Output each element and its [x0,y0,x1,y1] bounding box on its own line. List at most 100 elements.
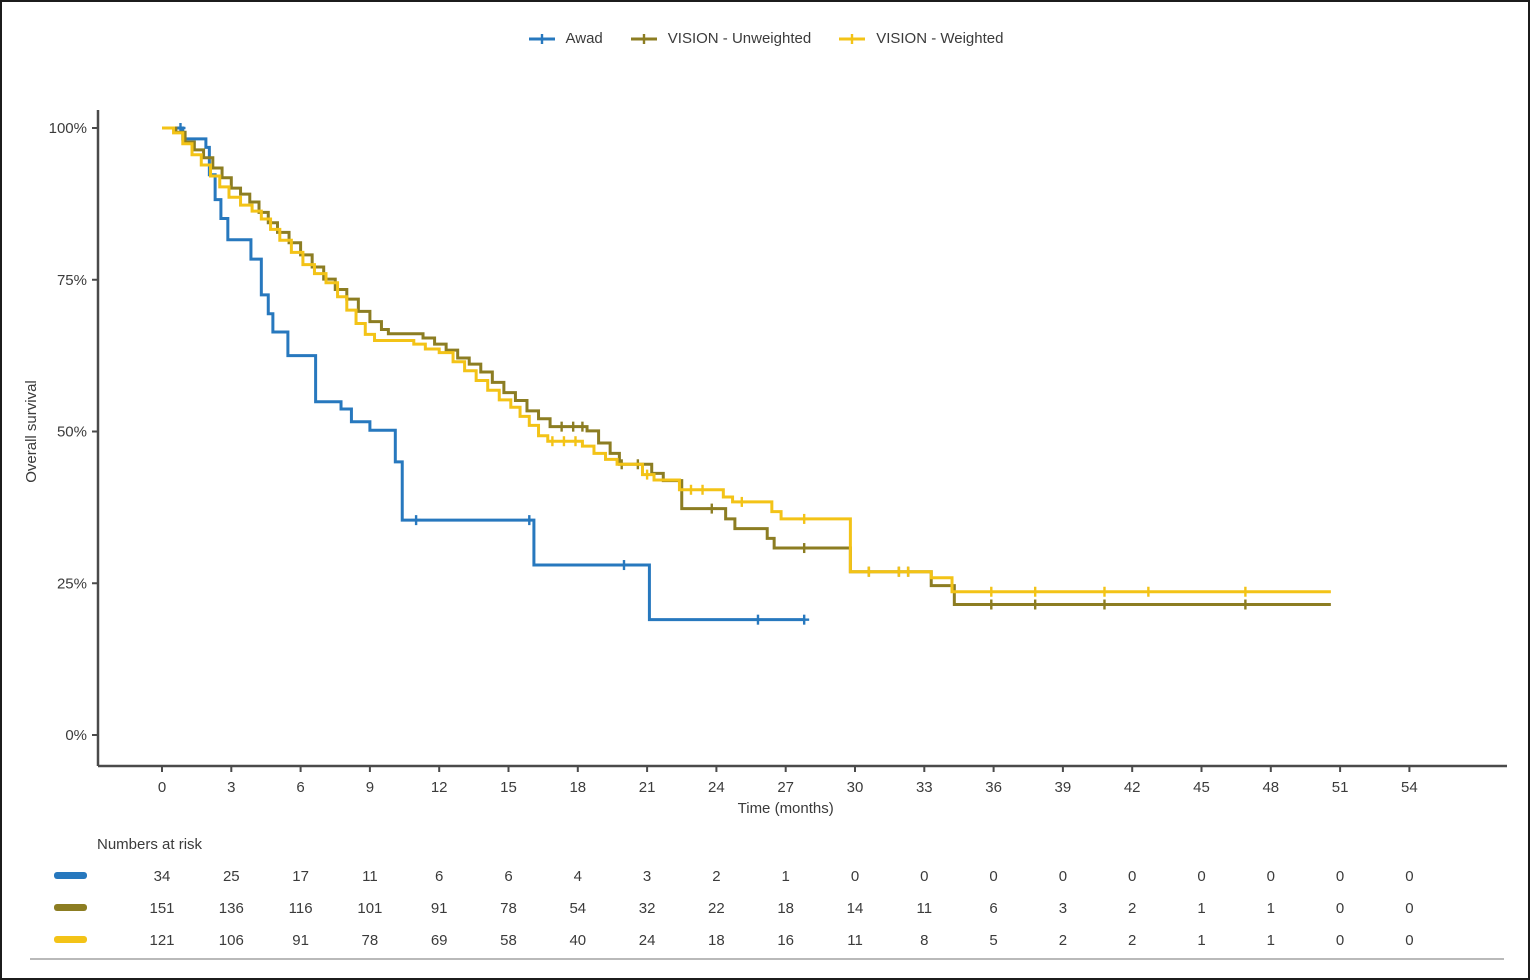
risk-count: 1 [1266,932,1275,949]
y-tick-label: 100% [49,120,87,137]
risk-count: 0 [1266,868,1275,885]
legend-key-icon [839,33,866,44]
legend-key-icon [630,33,657,44]
legend-item-vision-unweighted: VISION - Unweighted [629,30,811,47]
x-tick-label: 21 [639,779,656,796]
risk-count: 0 [989,868,998,885]
x-tick-label: 48 [1262,779,1279,796]
risk-count: 91 [292,932,309,949]
chart-legend: Awad VISION - Unweighted VISION - Weighted [2,30,1528,47]
x-tick-label: 36 [985,779,1002,796]
table-bottom-rule [30,958,1504,960]
x-tick-label: 12 [431,779,448,796]
x-axis-title: Time (months) [738,800,834,817]
risk-count: 18 [708,932,725,949]
risk-table-header: Numbers at risk [97,836,203,853]
risk-count: 11 [362,868,378,885]
risk-count: 0 [1335,932,1345,949]
x-tick-label: 27 [777,779,794,796]
risk-count: 1 [1197,900,1206,917]
risk-count: 0 [1058,868,1068,885]
risk-count: 6 [504,868,513,885]
risk-count: 78 [500,900,517,917]
risk-count: 5 [989,932,998,949]
risk-count: 4 [573,868,582,885]
risk-count: 78 [361,932,379,949]
risk-count: 17 [292,868,309,885]
y-axis-title: Overall survival [23,380,40,483]
risk-count: 0 [850,868,860,885]
risk-count: 6 [989,900,998,917]
legend-label: VISION - Weighted [876,30,1004,47]
risk-count: 0 [1335,900,1345,917]
risk-row-swatch-vision-unweighted [54,904,87,911]
x-tick-label: 42 [1124,779,1141,796]
risk-row-swatch-vision-weighted [54,936,87,943]
risk-count: 0 [1335,868,1345,885]
x-tick-label: 6 [296,779,304,796]
x-tick-label: 45 [1193,779,1210,796]
risk-count: 0 [920,868,929,885]
x-tick-label: 54 [1401,779,1418,796]
survival-curve-vision-weighted [162,126,1331,594]
risk-count: 24 [638,932,656,949]
risk-count: 58 [500,932,517,949]
legend-label: VISION - Unweighted [667,30,812,47]
risk-count: 116 [288,900,313,917]
y-tick-label: 50% [57,424,87,441]
risk-count: 0 [1405,900,1414,917]
risk-count: 54 [569,900,587,917]
risk-count: 34 [153,868,171,885]
legend-item-awad: Awad [527,30,603,47]
x-tick-label: 9 [366,779,374,796]
risk-count: 1 [1266,900,1275,917]
risk-count: 32 [638,900,656,917]
x-tick-label: 51 [1332,779,1349,796]
legend-item-vision-weighted: VISION - Weighted [837,30,1003,47]
x-tick-label: 15 [500,779,517,796]
risk-count: 1 [1197,932,1206,949]
risk-count: 2 [1128,932,1137,949]
y-tick-label: 25% [57,575,87,592]
risk-count: 18 [777,900,795,917]
x-tick-label: 39 [1055,779,1072,796]
risk-count: 151 [149,900,175,917]
risk-count: 3 [642,868,652,885]
risk-count: 121 [149,932,175,949]
risk-count: 3 [1058,900,1068,917]
survival-curve-vision-unweighted [162,126,1331,606]
risk-count: 6 [435,868,444,885]
risk-count: 11 [847,932,863,949]
risk-count: 25 [222,868,240,885]
y-tick-label: 0% [65,727,87,744]
risk-count: 11 [916,900,933,917]
x-tick-label: 33 [916,779,933,796]
x-tick-label: 18 [569,779,586,796]
risk-count: 101 [357,900,383,917]
risk-count: 0 [1197,868,1206,885]
risk-row-swatch-awad [54,872,87,879]
x-tick-label: 24 [708,779,725,796]
risk-count: 2 [1128,900,1137,917]
risk-count: 22 [708,900,725,917]
risk-count: 0 [1405,932,1414,949]
risk-count: 69 [430,932,448,949]
legend-label: Awad [565,30,603,47]
risk-count: 2 [712,868,721,885]
risk-count: 0 [1405,868,1414,885]
risk-count: 2 [1058,932,1068,949]
risk-count: 40 [569,932,587,949]
risk-count: 16 [777,932,795,949]
risk-count: 136 [218,900,244,917]
risk-count: 14 [846,900,864,917]
risk-count: 0 [1128,868,1137,885]
x-tick-label: 3 [227,779,235,796]
legend-key-icon [528,33,555,44]
risk-count: 106 [218,932,244,949]
x-tick-label: 30 [847,779,864,796]
risk-count: 8 [920,932,929,949]
risk-count: 91 [430,900,448,917]
x-tick-label: 0 [158,779,166,796]
